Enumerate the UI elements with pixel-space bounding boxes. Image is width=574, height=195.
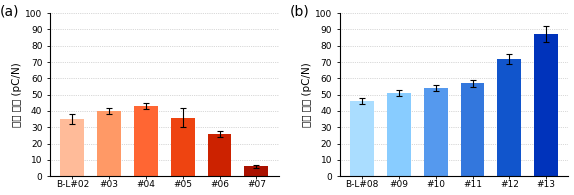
Bar	[97, 111, 121, 176]
Bar	[60, 119, 84, 176]
Bar	[460, 83, 484, 176]
Bar	[245, 167, 268, 176]
Text: (b): (b)	[289, 5, 309, 19]
Y-axis label: 압전 상수 (pC/N): 압전 상수 (pC/N)	[302, 62, 312, 127]
Bar	[387, 93, 411, 176]
Bar	[497, 59, 521, 176]
Bar	[134, 106, 158, 176]
Bar	[534, 34, 558, 176]
Bar	[208, 134, 231, 176]
Bar	[424, 88, 448, 176]
Text: (a): (a)	[0, 5, 20, 19]
Bar	[350, 101, 374, 176]
Bar	[171, 118, 195, 176]
Y-axis label: 압전 상수 (pC/N): 압전 상수 (pC/N)	[13, 62, 22, 127]
